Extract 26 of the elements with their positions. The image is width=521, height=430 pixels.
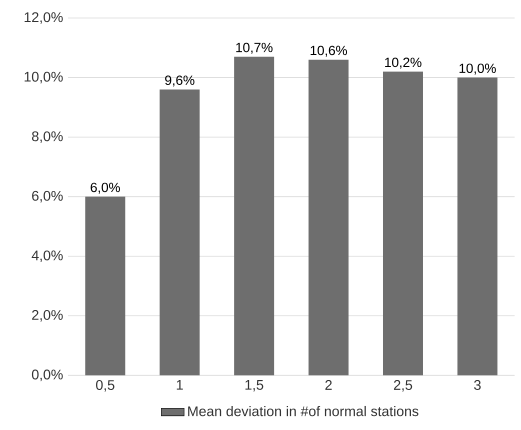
data-label: 9,6% (165, 76, 194, 87)
y-tick-label: 8,0% (32, 131, 63, 143)
bar (85, 196, 126, 376)
y-tick-label: 0,0% (32, 370, 63, 382)
data-label: 10,7% (236, 42, 273, 54)
data-label: 10,0% (460, 64, 496, 75)
y-tick-label: 4,0% (32, 250, 63, 262)
x-tick-label: 3 (474, 380, 481, 390)
bar (457, 78, 498, 376)
y-tick-label: 2,0% (32, 310, 63, 322)
legend-label: Mean deviation in #of normal stations (188, 406, 418, 416)
data-label: 10,6% (310, 46, 347, 57)
x-tick-label: 2 (325, 380, 332, 390)
x-tick-label: 1 (176, 380, 183, 390)
y-tick-label: 12,0% (24, 12, 63, 24)
bar (308, 60, 349, 376)
bar (382, 72, 423, 376)
x-tick-label: 1,5 (245, 380, 264, 392)
data-label: 10,2% (385, 58, 422, 69)
bar (160, 89, 200, 376)
x-tick-label: 2,5 (394, 380, 412, 392)
bar (234, 56, 274, 376)
y-tick-label: 6,0% (32, 190, 63, 202)
x-tick-label: 0,5 (96, 380, 114, 392)
data-label: 6,0% (90, 182, 120, 194)
y-tick-label: 10,0% (24, 72, 63, 84)
